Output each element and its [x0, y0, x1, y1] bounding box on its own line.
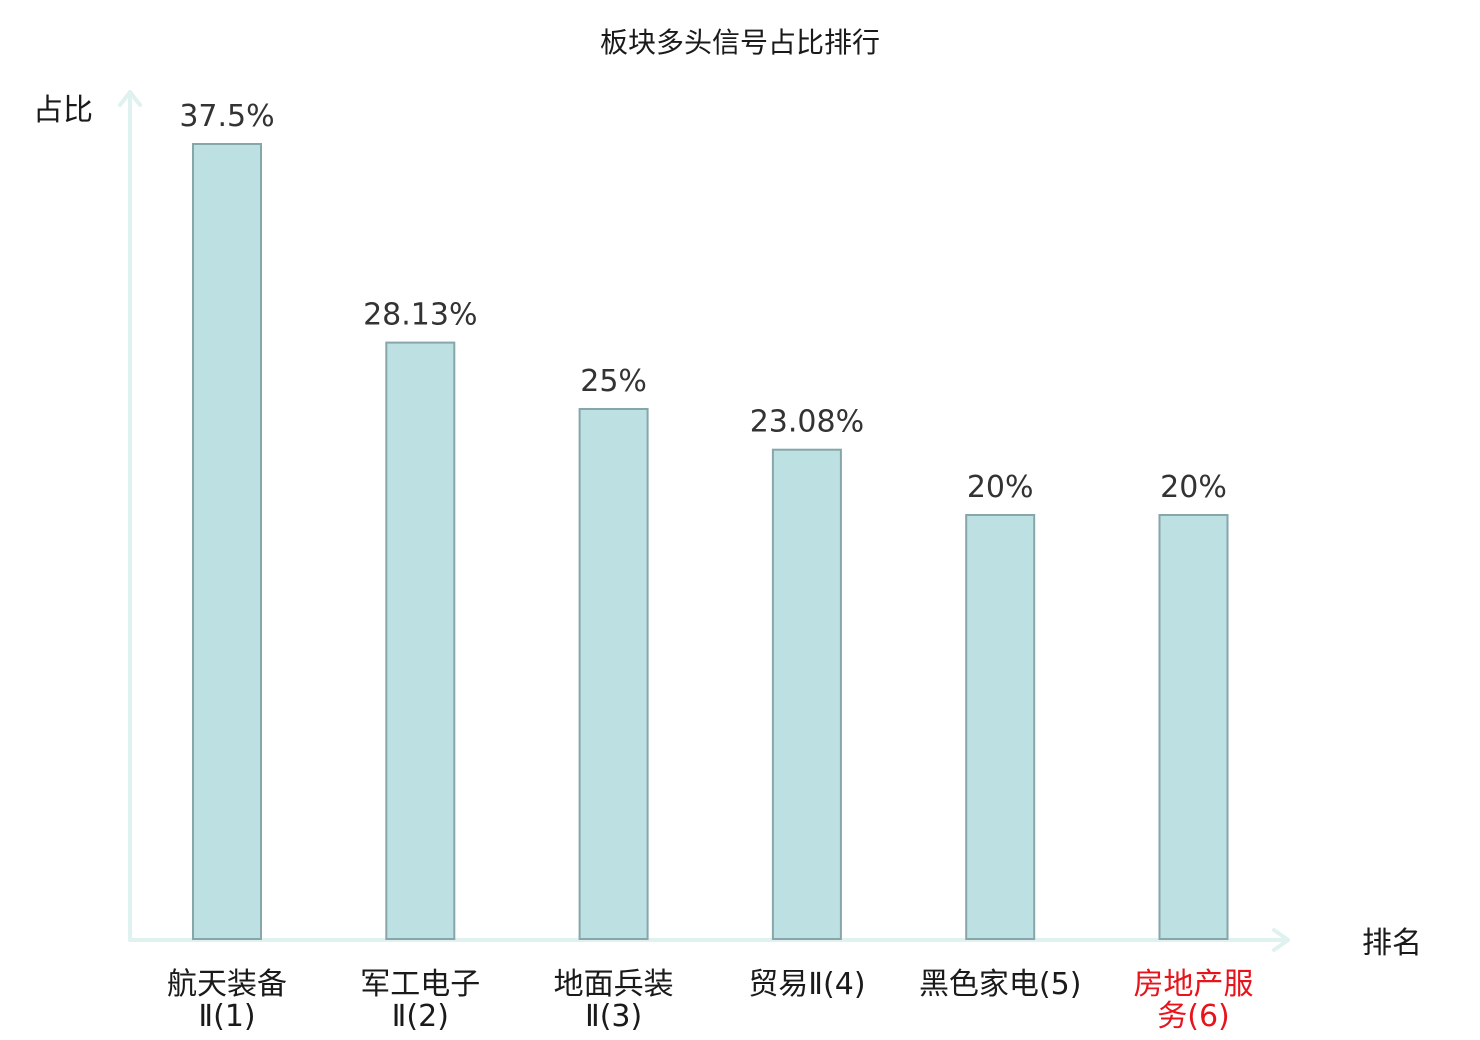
category-label-2: 军工电子 Ⅱ(2) — [360, 967, 480, 1034]
bar-4 — [771, 448, 842, 940]
value-label-1: 37.5% — [179, 99, 274, 134]
value-labels: 37.5% 28.13% 25% 23.08% 20% 20% — [179, 99, 1227, 505]
category-label-line: 黑色家电(5) — [919, 967, 1082, 1002]
x-axis-label: 排名 — [1362, 926, 1422, 961]
category-label-5: 黑色家电(5) — [919, 967, 1082, 1002]
value-label-3: 25% — [580, 364, 647, 399]
category-label-line: 航天装备 — [167, 967, 287, 1002]
y-axis-arrow — [118, 90, 142, 107]
category-labels: 航天装备 Ⅱ(1) 军工电子 Ⅱ(2) 地面兵装 Ⅱ(3) 贸易Ⅱ(4) 黑色家电(5) 房地产… — [167, 967, 1254, 1034]
x-axis-arrow — [1272, 928, 1290, 952]
category-label-line: Ⅱ(1) — [198, 999, 255, 1034]
chart-title: 板块多头信号占比排行 — [600, 26, 880, 59]
category-label-line: 贸易Ⅱ(4) — [748, 967, 865, 1002]
category-label-3: 地面兵装 Ⅱ(3) — [554, 967, 674, 1034]
category-label-line: 军工电子 — [360, 967, 480, 1002]
y-axis-label: 占比 — [33, 93, 93, 128]
category-label-1: 航天装备 Ⅱ(1) — [167, 967, 287, 1034]
category-label-line: Ⅱ(3) — [585, 999, 642, 1034]
bar-2 — [385, 341, 456, 941]
value-label-6: 20% — [1160, 470, 1227, 505]
bars — [192, 143, 1229, 941]
bar-3 — [578, 408, 649, 940]
value-label-5: 20% — [967, 470, 1034, 505]
category-label-line: Ⅱ(2) — [392, 999, 449, 1034]
bar-5 — [965, 514, 1036, 940]
axes — [118, 90, 1290, 952]
category-label-line: 地面兵装 — [554, 967, 674, 1002]
value-label-2: 28.13% — [363, 298, 477, 333]
category-label-6: 房地产服务(6) — [1134, 967, 1254, 1034]
bar-6 — [1158, 514, 1229, 940]
category-label-4: 贸易Ⅱ(4) — [748, 967, 865, 1002]
value-label-4: 23.08% — [750, 405, 864, 440]
category-label-line: 务(6) — [1157, 999, 1230, 1034]
category-label-line: 房地产服 — [1134, 967, 1254, 1002]
bar-1 — [192, 143, 262, 940]
